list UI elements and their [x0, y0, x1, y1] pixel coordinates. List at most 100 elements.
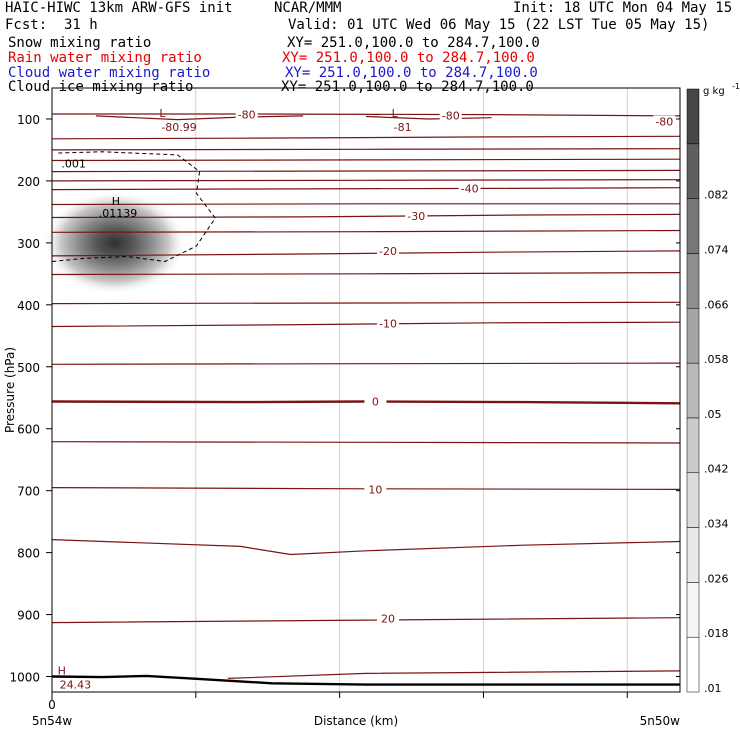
- isotherm-label-bg: [364, 483, 387, 496]
- isotherm-label-bg: [376, 317, 399, 330]
- isotherm-label: -10: [379, 317, 397, 330]
- colorbar-label: .05: [704, 408, 722, 421]
- isotherm-line: [51, 148, 681, 151]
- extremum-marker: L: [392, 107, 399, 120]
- colorbar-units-exponent: -1: [732, 82, 740, 91]
- colorbar-label: .058: [704, 353, 729, 366]
- colorbar-swatch: [686, 308, 700, 364]
- colorbar-swatch: [686, 527, 700, 583]
- colorbar-label: .026: [704, 572, 729, 585]
- isotherm-line: [51, 272, 681, 276]
- model-title: HAIC-HIWC 13km ARW-GFS init: [5, 0, 233, 16]
- extremum-value: -81: [394, 121, 412, 134]
- isotherm-line: [365, 115, 492, 120]
- extremum-marker: L: [159, 107, 166, 120]
- colorbar-swatch: [686, 362, 700, 419]
- valid-time: Valid: 01 UTC Wed 06 May 15 (22 LST Tue …: [288, 17, 710, 33]
- init-time: Init: 18 UTC Mon 04 May 15: [513, 0, 733, 16]
- y-tick-label: 200: [17, 175, 40, 189]
- colorbar-label: .034: [704, 518, 729, 531]
- x-right-location-label: 5n50w: [640, 714, 681, 728]
- colorbar-swatch: [686, 88, 700, 145]
- colorbar-swatch: [686, 198, 700, 254]
- isotherm-label: 0: [372, 395, 379, 408]
- isotherm-line: [95, 115, 304, 121]
- isotherm-line: [51, 362, 681, 365]
- colorbar-label: .074: [704, 243, 729, 256]
- isotherm-line: [51, 187, 681, 191]
- isotherm-label-bg: [235, 108, 258, 121]
- colorbar-label: .018: [704, 627, 729, 640]
- isotherm-line: [51, 169, 681, 173]
- y-tick-label: 300: [17, 237, 40, 251]
- y-tick-label: 800: [17, 547, 40, 561]
- y-tick-label: 600: [17, 423, 40, 437]
- colorbar-label: .01: [704, 682, 722, 695]
- isotherm-label-bg: [364, 395, 387, 408]
- isotherm-label-bg: [376, 612, 399, 625]
- colorbar-label: .082: [704, 189, 729, 202]
- y-axis-label: Pressure (hPa): [3, 347, 17, 433]
- x-tick-label: 0: [48, 698, 56, 712]
- isotherm-label: -30: [407, 210, 425, 223]
- field-xy-cloud-water: XY= 251.0,100.0 to 284.7,100.0: [285, 65, 538, 81]
- colorbar-label: .042: [704, 463, 729, 476]
- isotherm-label: -40: [461, 182, 479, 195]
- isotherm-label-bg: [653, 115, 676, 128]
- isotherm-line: [51, 301, 681, 305]
- plot-frame: [51, 87, 681, 693]
- isotherm-label-bg: [439, 109, 462, 122]
- colorbar-label: .066: [704, 298, 729, 311]
- isotherm-label: 10: [368, 483, 382, 496]
- isotherm-line: [51, 539, 681, 556]
- colorbar: .01 .018 .026 .034 .042 .05 .058 .066 .074 .082 g …: [686, 82, 740, 695]
- field-xy-snow: XY= 251.0,100.0 to 284.7,100.0: [287, 35, 540, 51]
- isotherm-line: [52, 113, 681, 117]
- extremum-value: -80.99: [161, 121, 196, 134]
- colorbar-swatch: [686, 417, 700, 473]
- isotherm-label: -80: [238, 109, 256, 122]
- field-name-cloud-water: Cloud water mixing ratio: [8, 65, 211, 81]
- isotherm-label-bg: [376, 244, 399, 257]
- terrain-surface-line: [51, 674, 680, 686]
- colorbar-swatch: [686, 143, 700, 199]
- field-xy-rain: XY= 251.0,100.0 to 284.7,100.0: [282, 50, 535, 66]
- isotherm-line: [51, 135, 681, 140]
- field-name-snow: Snow mixing ratio: [8, 35, 152, 51]
- isotherm-line: [51, 229, 681, 233]
- x-axis-label: Distance (km): [314, 714, 398, 728]
- field-xy-cloud-ice: XY= 251.0,100.0 to 284.7,100.0: [281, 79, 534, 95]
- isotherm-line: [51, 321, 681, 328]
- isotherm-label: -80: [655, 115, 673, 128]
- forecast-label: Fcst:: [5, 17, 48, 33]
- colorbar-swatch: [686, 582, 700, 638]
- y-tick-label: 500: [17, 361, 40, 375]
- y-tick-label: 100: [17, 113, 40, 127]
- isotherm-line: [51, 441, 681, 444]
- field-name-cloud-ice: Cloud ice mixing ratio: [8, 79, 194, 95]
- isotherm-line: [227, 670, 681, 679]
- isotherm-line: [51, 203, 680, 206]
- isotherm-label: 20: [381, 612, 395, 625]
- isotherm-line: [51, 179, 681, 182]
- y-tick-label: 700: [17, 485, 40, 499]
- cloud-ice-max-value: .01139: [99, 207, 138, 220]
- forecast-hour: 31 h: [64, 17, 98, 33]
- isotherm-label-bg: [458, 182, 481, 195]
- isotherm-line: [51, 617, 681, 624]
- cloud-ice-max-marker: H: [112, 195, 120, 208]
- y-tick-label: 1000: [9, 671, 40, 685]
- isotherm-label-bg: [405, 210, 428, 223]
- colorbar-swatch: [686, 253, 700, 309]
- x-left-location-label: 5n54w: [32, 714, 73, 728]
- colorbar-swatch: [686, 472, 700, 528]
- plot-grid: [195, 88, 628, 692]
- isotherm-line: [51, 158, 681, 162]
- extremum-marker: H: [58, 665, 66, 678]
- cloud-ice-dashed-contour: [51, 151, 216, 263]
- isotherm-label: -80: [442, 109, 460, 122]
- cloud-ice-contour-label: .001: [61, 157, 86, 170]
- center-label: NCAR/MMM: [274, 0, 342, 16]
